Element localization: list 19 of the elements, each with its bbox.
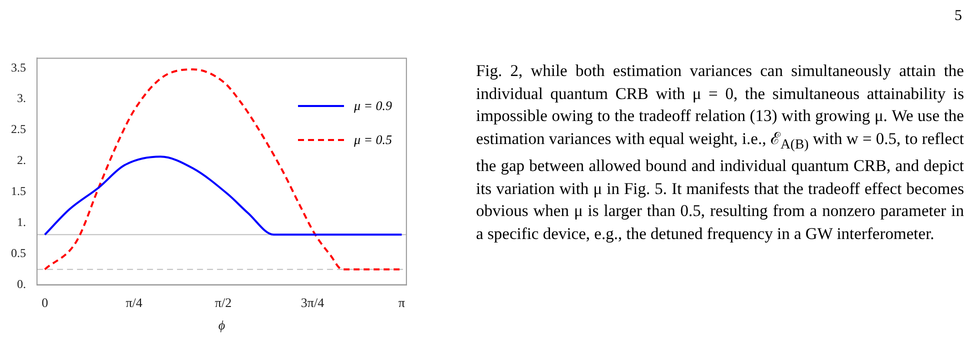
x-tick-label: π — [398, 295, 406, 310]
y-tick-label: 1. — [17, 215, 26, 230]
x-tick-label: π/4 — [126, 295, 143, 310]
text: Fig. 2, while both estimation variances can simultaneously attain the individual quantum CRB with μ = 0, the simultaneous attainability is impossible owing to the tradeoff relation (13) with growing μ. We use the estimation variances with equal weight, i.e., ℰ$_{A(B)}$ with w = 0.5, to reflect the gap between allowed bound and individual quantum CRB, and depict its variation with μ in Fig. 5. It manifests that the tradeoff effect becomes obvious when μ is larger than 0.5, resulting from a nonzero parameter in a specific device, e.g., the detuned frequency in a GW interferometer. — [476, 61, 964, 243]
x-tick-label: 3π/4 — [300, 295, 325, 310]
y-tick-label: 3.5 — [11, 60, 26, 74]
x-tick-label: 0 — [42, 295, 48, 310]
y-tick-label: 1.5 — [11, 184, 26, 198]
legend-label: μ = 0.9 — [354, 98, 392, 114]
line-series — [44, 156, 403, 236]
x-axis-title: ϕ — [218, 318, 226, 333]
y-tick-label: 2. — [17, 153, 26, 168]
y-tick-label: 0. — [17, 276, 26, 291]
legend-label: μ = 0.5 — [354, 132, 392, 148]
y-tick-label: 3. — [17, 91, 26, 106]
x-tick-label: π/2 — [214, 295, 232, 310]
y-tick-label: 0.5 — [11, 246, 26, 260]
y-tick-label: 2.5 — [11, 122, 26, 136]
text: 5 — [954, 8, 962, 25]
